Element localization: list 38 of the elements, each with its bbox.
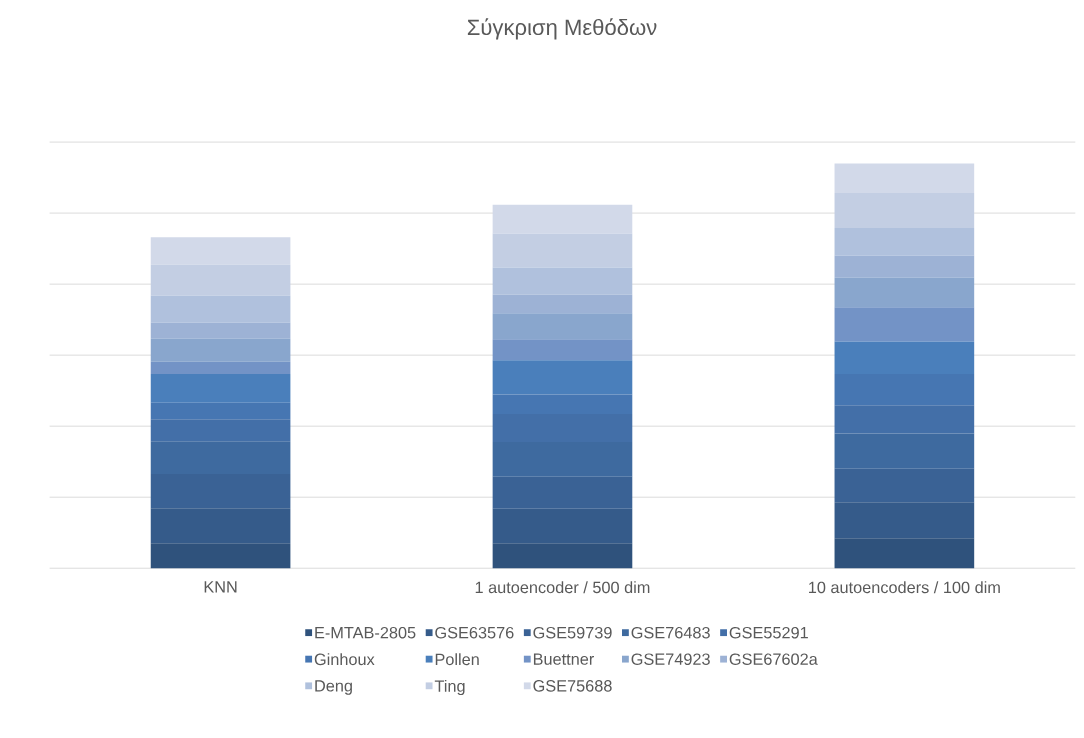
bar bbox=[834, 193, 975, 228]
bar bbox=[834, 228, 975, 256]
legend-label: Buettner bbox=[533, 653, 594, 665]
x-tick-label: 1 autoencoder / 500 dim bbox=[475, 581, 650, 594]
legend-label: GSE63576 bbox=[435, 627, 514, 639]
legend-label: Deng bbox=[315, 680, 352, 695]
x-tick-label: 10 autoencoders / 100 dim bbox=[809, 581, 1000, 594]
legend-label: Pollen bbox=[435, 653, 479, 666]
bar bbox=[834, 538, 975, 569]
bar bbox=[150, 338, 291, 362]
bar bbox=[492, 313, 633, 340]
legend-label: E-MTAB-2805 bbox=[315, 627, 416, 639]
chart-title: Σύγκριση Μεθόδων bbox=[467, 18, 657, 40]
bar bbox=[834, 307, 975, 342]
bar bbox=[150, 264, 291, 296]
bar bbox=[492, 339, 633, 361]
legend-label: Ginhoux bbox=[314, 653, 375, 666]
bar bbox=[492, 267, 633, 295]
x-tick-label: KNN bbox=[204, 581, 237, 593]
bar bbox=[834, 163, 975, 194]
bar bbox=[150, 361, 291, 375]
bar bbox=[492, 233, 633, 268]
bar bbox=[150, 543, 291, 569]
bar bbox=[492, 543, 633, 569]
bar bbox=[150, 295, 291, 323]
legend-label: GSE75688 bbox=[533, 680, 612, 692]
legend-label: GSE55291 bbox=[729, 627, 808, 639]
legend-label: GSE67602a bbox=[729, 653, 818, 666]
bar bbox=[492, 294, 633, 314]
bar bbox=[150, 237, 291, 265]
bar bbox=[834, 255, 975, 278]
legend-label: GSE59739 bbox=[533, 627, 612, 639]
legend-label: Ting bbox=[434, 680, 465, 696]
bar bbox=[834, 277, 975, 308]
legend-label: GSE76483 bbox=[631, 627, 710, 639]
bar bbox=[492, 204, 633, 234]
legend-label: GSE74923 bbox=[631, 653, 710, 666]
bar bbox=[150, 322, 291, 339]
